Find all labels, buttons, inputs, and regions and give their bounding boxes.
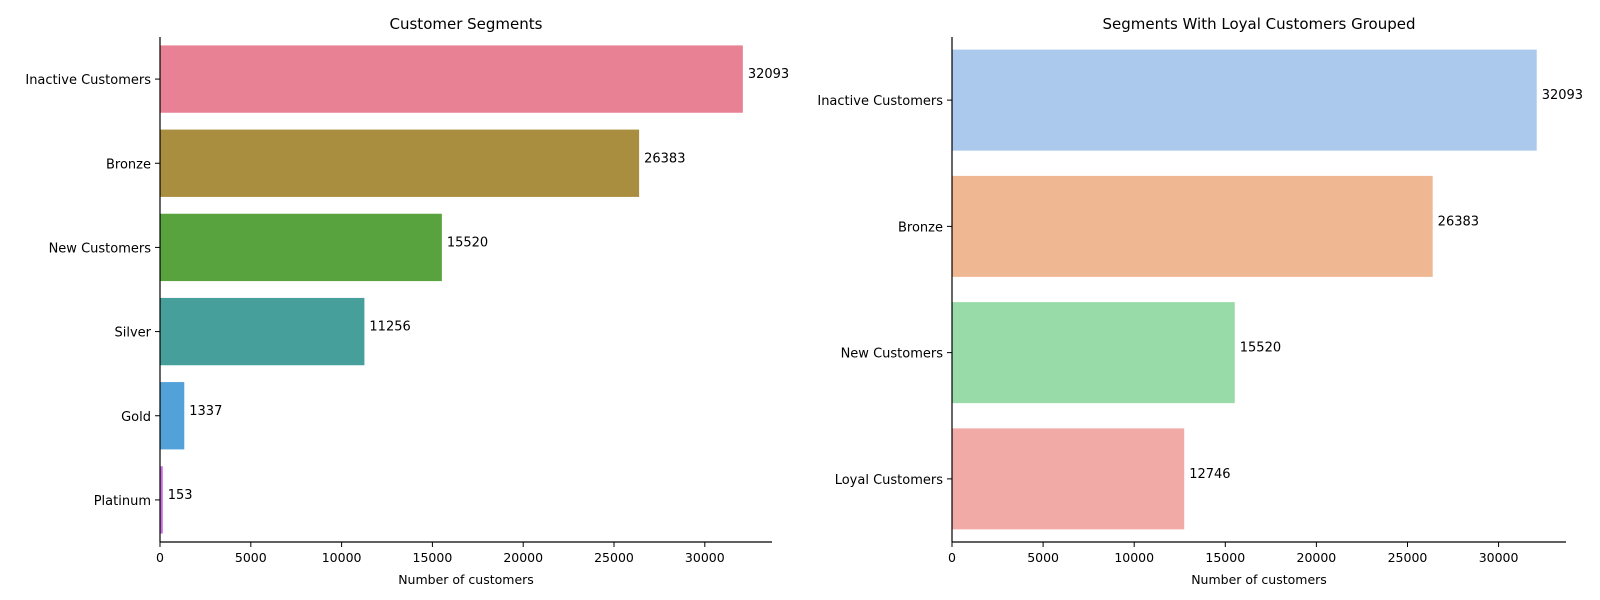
x-tick-label: 0 xyxy=(156,550,164,565)
x-tick-label: 5000 xyxy=(235,550,267,565)
data-label: 15520 xyxy=(1240,341,1281,356)
y-tick-label: Inactive Customers xyxy=(25,73,151,88)
chart-title: Segments With Loyal Customers Grouped xyxy=(1102,15,1415,33)
x-tick-label: 30000 xyxy=(1479,550,1519,565)
data-label: 26383 xyxy=(644,151,685,166)
x-tick-label: 15000 xyxy=(413,550,453,565)
x-tick-label: 25000 xyxy=(594,550,634,565)
x-axis-label: Number of customers xyxy=(1191,572,1327,587)
data-label: 1337 xyxy=(189,404,222,419)
y-tick-label: New Customers xyxy=(841,347,944,362)
x-tick-label: 20000 xyxy=(503,550,543,565)
y-tick-label: Inactive Customers xyxy=(817,94,943,109)
data-label: 153 xyxy=(168,488,193,503)
chart-segments-loyal-grouped: Segments With Loyal Customers Grouped Nu… xyxy=(817,15,1583,587)
bar xyxy=(160,129,640,197)
bar xyxy=(952,428,1185,530)
y-tick-label: Bronze xyxy=(106,157,151,172)
bar xyxy=(160,466,163,534)
bar xyxy=(952,175,1433,277)
bar xyxy=(952,302,1235,404)
x-tick-label: 30000 xyxy=(685,550,725,565)
x-tick-label: 15000 xyxy=(1205,550,1245,565)
data-label: 32093 xyxy=(1542,88,1583,103)
y-tick-label: Platinum xyxy=(94,494,151,509)
bar xyxy=(160,297,365,366)
data-label: 32093 xyxy=(748,67,789,82)
y-tick-label: Silver xyxy=(114,326,151,341)
x-tick-label: 5000 xyxy=(1027,550,1059,565)
x-tick-label: 10000 xyxy=(1114,550,1154,565)
x-tick-label: 10000 xyxy=(322,550,362,565)
y-tick-label: Bronze xyxy=(898,220,943,235)
data-label: 15520 xyxy=(447,235,488,250)
x-tick-label: 20000 xyxy=(1297,550,1337,565)
x-tick-label: 0 xyxy=(948,550,956,565)
chart-customer-segments: Customer Segments Number of customers 32… xyxy=(25,15,789,587)
bar xyxy=(952,49,1537,151)
bar xyxy=(160,45,743,113)
y-tick-label: New Customers xyxy=(49,241,152,256)
y-tick-label: Gold xyxy=(121,410,151,425)
x-tick-label: 25000 xyxy=(1388,550,1428,565)
bar xyxy=(160,213,442,282)
data-label: 12746 xyxy=(1189,467,1230,482)
x-axis-label: Number of customers xyxy=(398,572,534,587)
bar xyxy=(160,382,185,450)
data-label: 26383 xyxy=(1438,214,1479,229)
y-tick-label: Loyal Customers xyxy=(835,473,944,488)
chart-title: Customer Segments xyxy=(390,15,543,33)
data-label: 11256 xyxy=(369,320,410,335)
